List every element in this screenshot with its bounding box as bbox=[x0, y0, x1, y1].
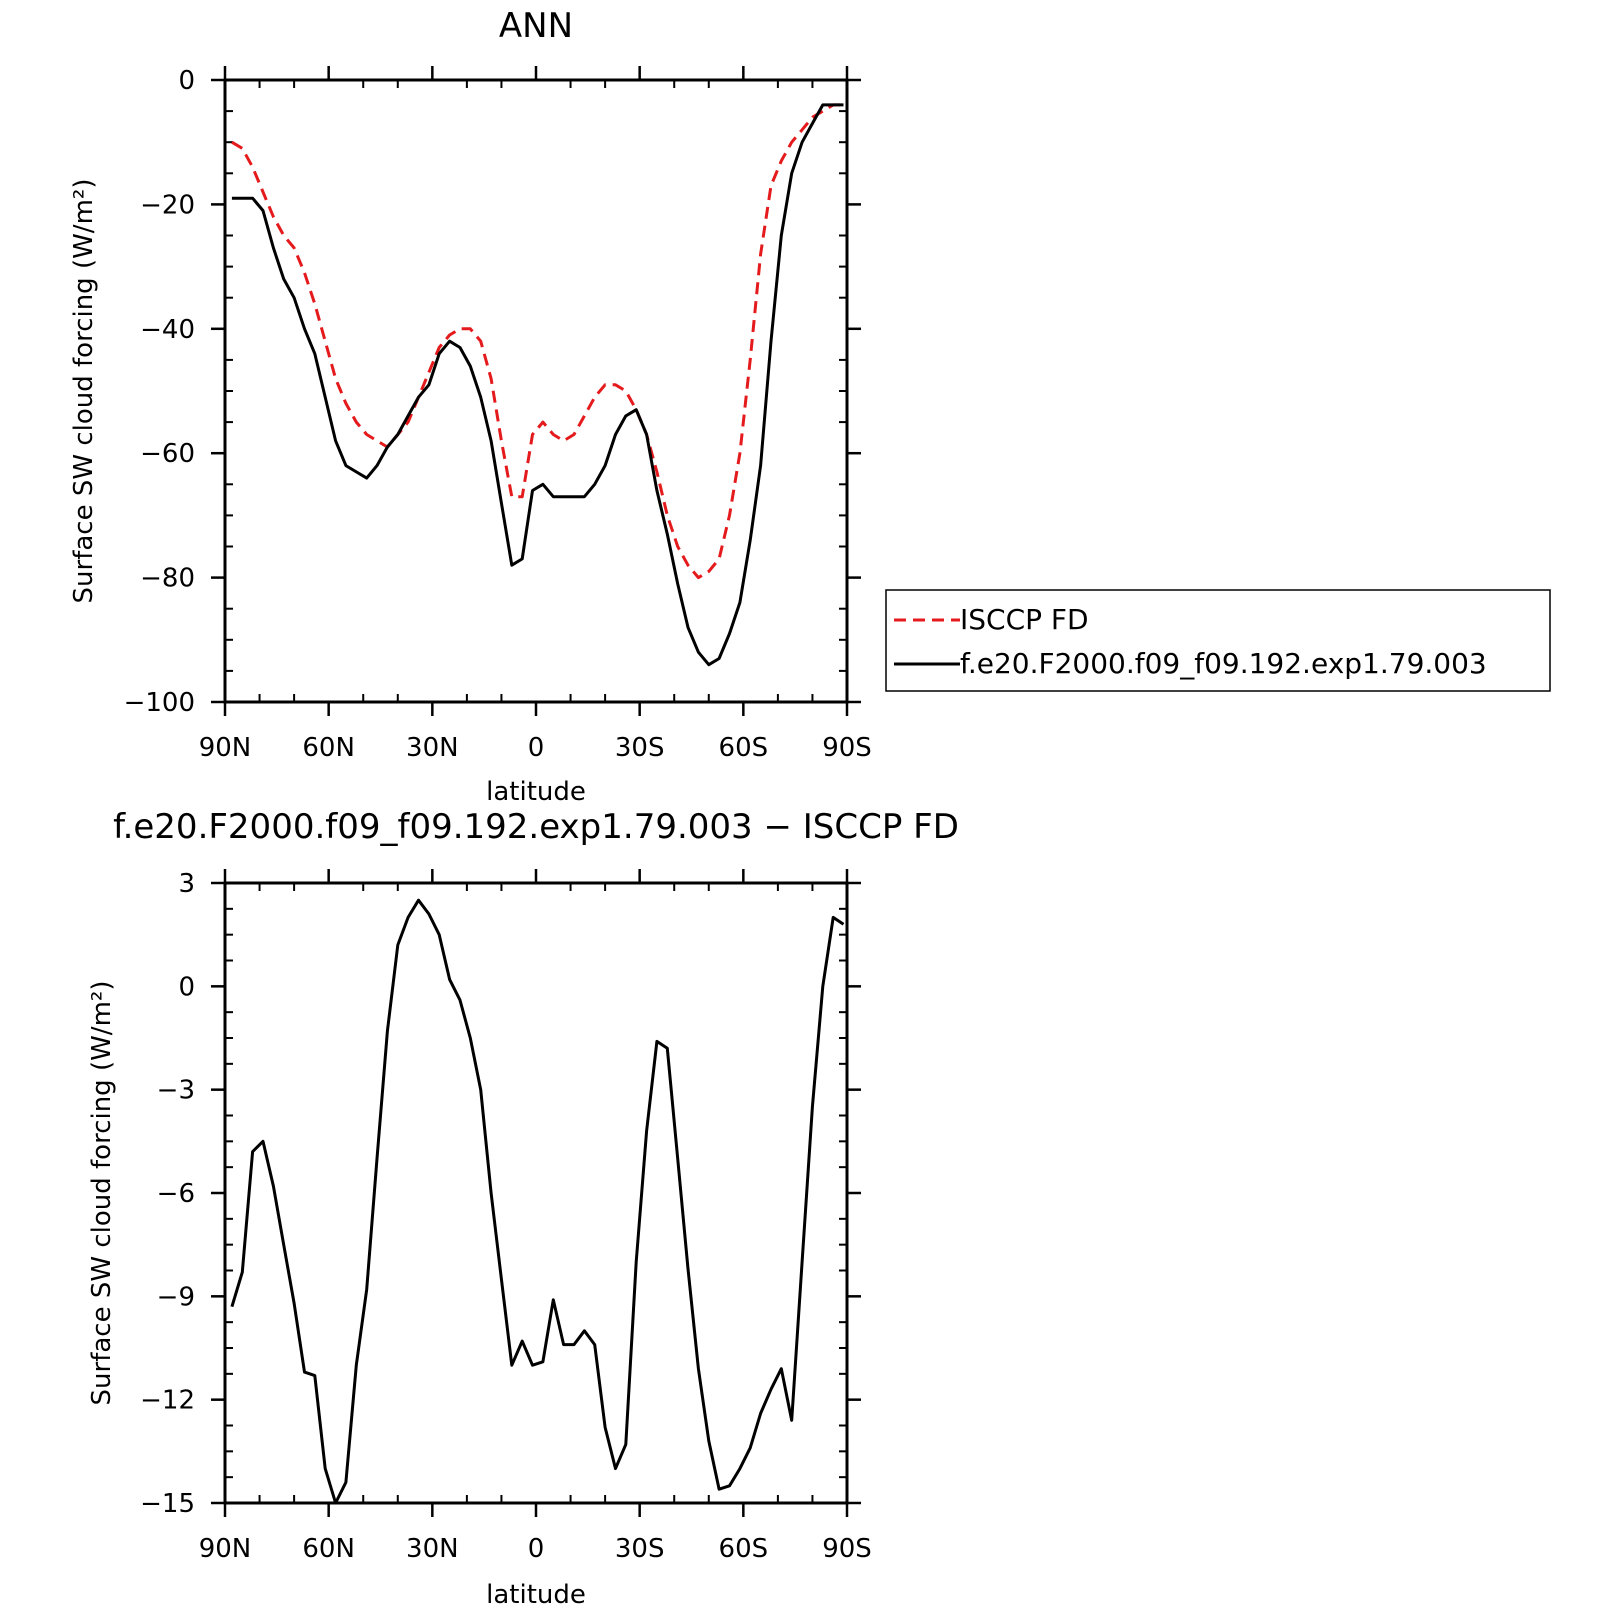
x-tick-label: 90S bbox=[822, 733, 872, 763]
axis-ticks bbox=[211, 869, 861, 1517]
y-tick-labels: 0 −20 −40 −60 −80 −100 bbox=[124, 66, 195, 718]
y-tick-labels: 3 0 −3 −6 −9 −12 −15 bbox=[140, 869, 195, 1519]
series-line-1 bbox=[231, 103, 844, 667]
x-tick-label: 30S bbox=[615, 733, 665, 763]
plot-series bbox=[230, 898, 845, 1505]
x-tick-labels: 90N 60N 30N 0 30S 60S 90S bbox=[199, 733, 872, 763]
x-tick-label: 90N bbox=[199, 733, 252, 763]
legend-box bbox=[885, 589, 1551, 692]
x-tick-label: 90N bbox=[199, 1534, 252, 1564]
y-tick-label: −9 bbox=[157, 1282, 195, 1312]
y-tick-label: 0 bbox=[178, 66, 195, 96]
legend-label-model: f.e20.F2000.f09_f09.192.exp1.79.003 bbox=[960, 647, 1487, 680]
y-tick-label: 3 bbox=[178, 869, 195, 899]
series-line-0 bbox=[231, 103, 844, 580]
y-tick-label: −20 bbox=[140, 190, 195, 220]
x-tick-label: 60N bbox=[302, 1534, 355, 1564]
chart-title: f.e20.F2000.f09_f09.192.exp1.79.003 − IS… bbox=[113, 807, 959, 847]
plot-frame bbox=[223, 881, 849, 1505]
legend-label-isccp: ISCCP FD bbox=[960, 603, 1089, 636]
x-tick-label: 0 bbox=[528, 1534, 545, 1564]
x-axis-label: latitude bbox=[486, 1580, 586, 1610]
x-tick-label: 30N bbox=[406, 733, 459, 763]
y-axis-label: Surface SW cloud forcing (W/m²) bbox=[69, 179, 99, 604]
x-tick-label: 60S bbox=[719, 1534, 769, 1564]
y-tick-label: 0 bbox=[178, 972, 195, 1002]
y-tick-label: −60 bbox=[140, 439, 195, 469]
legend: ISCCP FD f.e20.F2000.f09_f09.192.exp1.79… bbox=[885, 589, 1551, 692]
x-tick-label: 90S bbox=[822, 1534, 872, 1564]
x-tick-label: 30N bbox=[406, 1534, 459, 1564]
chart-difference: f.e20.F2000.f09_f09.192.exp1.79.003 − IS… bbox=[87, 807, 959, 1610]
x-axis-label: latitude bbox=[486, 777, 586, 807]
plot-frame bbox=[223, 78, 849, 704]
y-tick-label: −80 bbox=[140, 564, 195, 594]
x-tick-label: 0 bbox=[528, 733, 545, 763]
plot-series bbox=[231, 103, 844, 667]
y-tick-label: −6 bbox=[157, 1179, 195, 1209]
y-tick-label: −3 bbox=[157, 1076, 195, 1106]
chart-title: ANN bbox=[499, 6, 573, 46]
y-tick-label: −100 bbox=[124, 688, 195, 718]
series-line-0 bbox=[230, 898, 845, 1505]
y-tick-label: −40 bbox=[140, 315, 195, 345]
chart-ann: ANN 0−20−40−60−80−100 90N 60N 30N 0 30S 60S 90… bbox=[69, 6, 872, 807]
y-tick-label: −12 bbox=[140, 1386, 195, 1416]
x-tick-label: 60N bbox=[302, 733, 355, 763]
axis-ticks bbox=[211, 66, 861, 716]
y-axis-label: Surface SW cloud forcing (W/m²) bbox=[87, 981, 117, 1406]
x-tick-label: 30S bbox=[615, 1534, 665, 1564]
x-tick-label: 60S bbox=[719, 733, 769, 763]
y-tick-label: −15 bbox=[140, 1489, 195, 1519]
x-tick-labels: 90N 60N 30N 0 30S 60S 90S bbox=[199, 1534, 872, 1564]
